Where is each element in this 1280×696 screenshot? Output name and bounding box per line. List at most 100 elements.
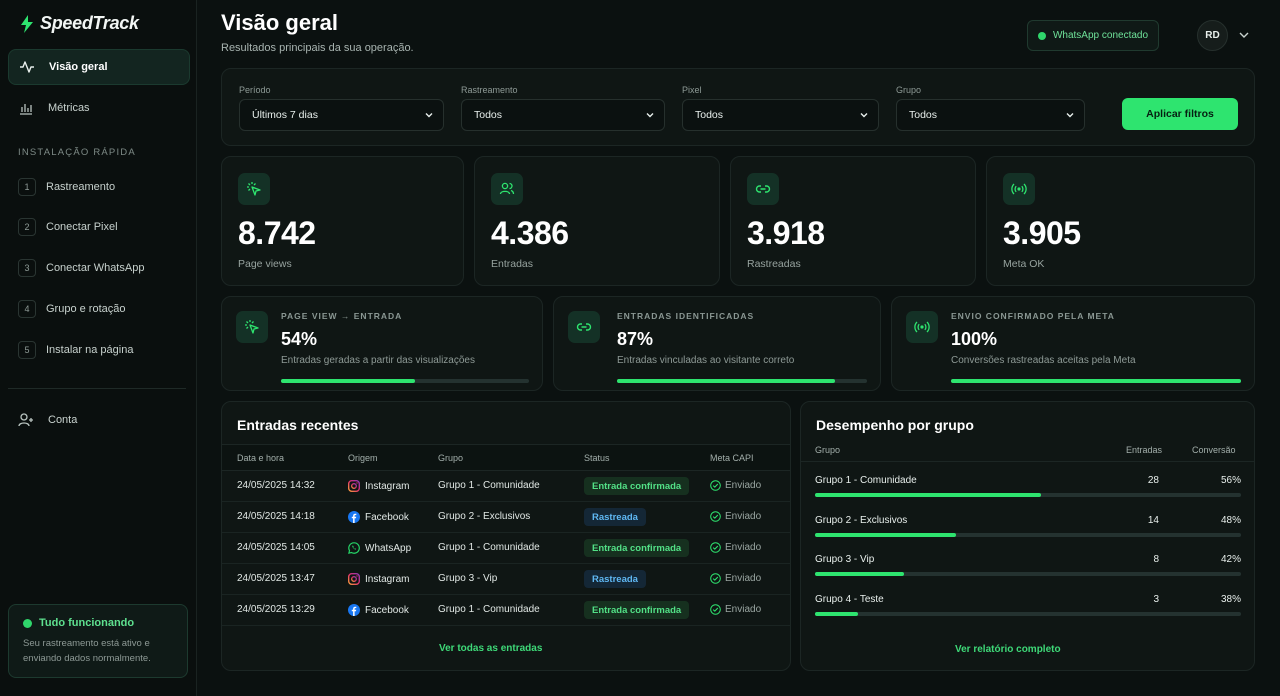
step-number: 5 [18, 341, 36, 359]
column-header[interactable]: Data e hora [237, 453, 285, 463]
kpi-label: ENTRADAS IDENTIFICADAS [617, 311, 755, 321]
step-number: 4 [18, 300, 36, 318]
kpi-progress-fill [281, 379, 415, 383]
check-circle-icon [710, 480, 721, 491]
column-header[interactable]: Grupo [438, 453, 464, 463]
group-select[interactable]: Todos [896, 99, 1085, 131]
avatar[interactable]: RD [1197, 20, 1228, 51]
column-header[interactable]: Entradas [1126, 445, 1163, 455]
kpi-progress-track [281, 379, 529, 383]
nav-item-conta[interactable]: Conta [8, 402, 190, 438]
table-row[interactable]: 24/05/2025 13:47 Instagram Grupo 3 - Vip Ra… [222, 564, 790, 595]
entry-origin: Facebook [348, 604, 409, 616]
entry-datetime: 24/05/2025 14:18 [237, 511, 315, 522]
cursor-click-icon [238, 173, 270, 205]
group-table-header: Grupo Entradas Conversão [801, 440, 1254, 462]
nav-item-metricas[interactable]: Métricas [8, 90, 190, 126]
panel-title: Entradas recentes [237, 417, 359, 433]
whatsapp-status-text: WhatsApp conectado [1052, 30, 1149, 41]
lightning-icon [21, 14, 33, 33]
cursor-click-icon [236, 311, 268, 343]
kpi-value: 87% [617, 329, 654, 349]
nav-item-visao-geral[interactable]: Visão geral [8, 49, 190, 85]
group-progress-track [815, 572, 1241, 576]
group-performance-panel: Desempenho por grupo Grupo Entradas Conv… [800, 401, 1255, 671]
step-instalar-pagina[interactable]: 5 Instalar na página [18, 341, 133, 359]
user-add-icon [18, 413, 33, 427]
tracking-select[interactable]: Todos [461, 99, 665, 131]
entry-group: Grupo 3 - Vip [438, 573, 498, 584]
column-header[interactable]: Status [584, 453, 610, 463]
table-row[interactable]: 24/05/2025 13:29 Facebook Grupo 1 - Comuni… [222, 595, 790, 626]
stat-value: 4.386 [491, 215, 569, 251]
capi-status: Enviado [710, 511, 761, 522]
link-icon [747, 173, 779, 205]
users-icon [491, 173, 523, 205]
origin-label: Facebook [365, 511, 409, 523]
group-progress-track [815, 532, 1241, 537]
capi-status: Enviado [710, 480, 761, 491]
entry-datetime: 24/05/2025 14:32 [237, 480, 315, 491]
entry-origin: Facebook [348, 511, 409, 523]
activity-icon [20, 61, 34, 73]
step-conectar-pixel[interactable]: 2 Conectar Pixel [18, 218, 118, 236]
column-header[interactable]: Meta CAPI [710, 453, 754, 463]
view-all-entries-link[interactable]: Ver todas as entradas [439, 643, 543, 654]
kpi-progress-track [617, 379, 867, 383]
entry-datetime: 24/05/2025 13:47 [237, 573, 315, 584]
stat-value: 3.918 [747, 215, 825, 251]
status-title: Tudo funcionando [23, 617, 173, 629]
kpi-card-envio-meta: ENVIO CONFIRMADO PELA META 100% Conversõ… [891, 296, 1255, 391]
table-row[interactable]: 24/05/2025 14:32 Instagram Grupo 1 - Comun… [222, 471, 790, 502]
capi-label: Enviado [725, 511, 762, 522]
group-row[interactable]: Grupo 1 - Comunidade 28 56% [815, 475, 1241, 505]
table-row[interactable]: 24/05/2025 14:18 Facebook Grupo 2 - Exclus… [222, 502, 790, 533]
logo[interactable]: SpeedTrack [18, 13, 139, 34]
step-label: Conectar Pixel [46, 221, 118, 233]
status-badge: Rastreada [584, 508, 646, 526]
step-conectar-whatsapp[interactable]: 3 Conectar WhatsApp [18, 259, 144, 277]
stat-label: Rastreadas [747, 258, 801, 270]
group-name: Grupo 2 - Exclusivos [815, 514, 908, 526]
instagram-icon [348, 573, 360, 585]
group-conversion: 56% [1220, 475, 1241, 486]
chevron-down-icon [1066, 113, 1074, 118]
pixel-select[interactable]: Todos [682, 99, 879, 131]
filter-label-pixel: Pixel [682, 85, 702, 95]
group-row[interactable]: Grupo 4 - Teste 3 38% [815, 594, 1241, 624]
check-circle-icon [710, 573, 721, 584]
capi-label: Enviado [725, 604, 762, 615]
full-report-link[interactable]: Ver relatório completo [955, 644, 1061, 655]
kpi-progress-fill [617, 379, 835, 383]
group-row[interactable]: Grupo 3 - Vip 8 42% [815, 554, 1241, 584]
entry-group: Grupo 1 - Comunidade [438, 604, 540, 615]
chevron-down-icon[interactable] [1238, 29, 1250, 41]
step-rastreamento[interactable]: 1 Rastreamento [18, 178, 115, 196]
kpi-progress-track [951, 379, 1241, 383]
stat-value: 8.742 [238, 215, 316, 251]
sidebar: SpeedTrack Visão geral Métricas INSTALAÇ… [0, 0, 197, 696]
whatsapp-status-badge[interactable]: WhatsApp conectado [1027, 20, 1159, 51]
step-label: Instalar na página [46, 344, 134, 356]
chevron-down-icon [860, 113, 868, 118]
nav-label: Métricas [48, 102, 90, 114]
step-grupo-rotacao[interactable]: 4 Grupo e rotação [18, 300, 126, 318]
status-badge: Entrada confirmada [584, 601, 690, 619]
table-header: Data e hora Origem Grupo Status Meta CAP… [222, 444, 790, 471]
column-header[interactable]: Conversão [1192, 445, 1236, 455]
capi-status: Enviado [710, 573, 761, 584]
page-subtitle: Resultados principais da sua operação. [221, 42, 414, 54]
entry-origin: Instagram [348, 573, 409, 585]
period-select[interactable]: Últimos 7 dias [239, 99, 444, 131]
chevron-down-icon [425, 113, 433, 118]
apply-filters-button[interactable]: Aplicar filtros [1122, 98, 1238, 130]
nav-label: Conta [48, 414, 78, 426]
check-circle-icon [710, 511, 721, 522]
group-row[interactable]: Grupo 2 - Exclusivos 14 48% [815, 515, 1241, 545]
column-header[interactable]: Origem [348, 453, 378, 463]
system-status-card: Tudo funcionando Seu rastreamento está a… [8, 604, 188, 678]
stat-card-rastreadas: 3.918 Rastreadas [730, 156, 976, 286]
table-row[interactable]: 24/05/2025 14:05 WhatsApp Grupo 1 - Comuni… [222, 533, 790, 564]
step-label: Rastreamento [46, 181, 116, 193]
column-header[interactable]: Grupo [815, 445, 841, 455]
